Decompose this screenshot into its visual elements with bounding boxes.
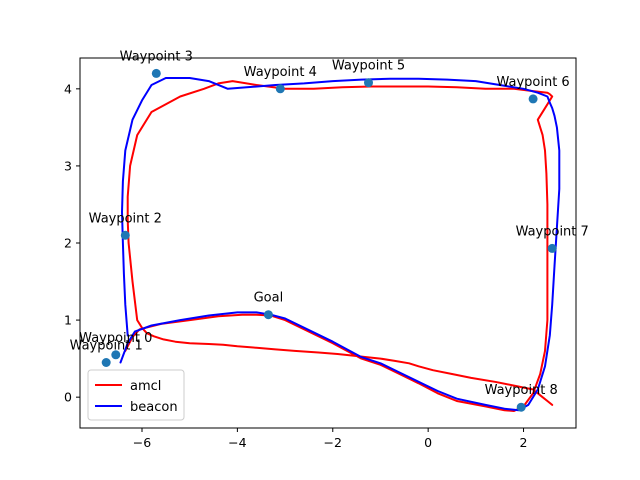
y-axis-ticks: 0 1 2 3 4 [64,81,80,405]
waypoint-marker [101,358,111,367]
waypoint-marker [151,68,161,78]
legend-label-amcl: amcl [130,379,161,394]
waypoint-marker [547,243,557,253]
legend: amcl beacon [87,369,185,421]
waypoint-label: Waypoint 7 [516,224,589,239]
waypoint-marker [528,94,538,104]
x-tick-label: 0 [424,435,432,450]
y-tick-label: 4 [64,81,72,96]
waypoint-marker [516,402,526,412]
waypoint-label: Waypoint 5 [332,59,405,74]
waypoint-label: Waypoint 4 [244,65,317,80]
waypoint-label: Waypoint 6 [496,75,569,90]
waypoint-marker [120,230,130,240]
waypoint-label: Goal [254,291,284,306]
x-tick-label: −2 [324,435,342,450]
waypoint-label: Waypoint 3 [120,49,193,64]
legend-label-beacon: beacon [130,400,178,415]
waypoint-markers [101,68,557,412]
waypoint-marker [364,78,373,88]
waypoint-label: Waypoint 0 [79,331,152,346]
y-tick-label: 0 [64,390,72,405]
y-tick-label: 1 [64,313,72,328]
waypoint-marker [111,350,121,360]
x-tick-label: −6 [133,435,151,450]
x-tick-label: −4 [228,435,246,450]
y-tick-label: 3 [64,158,72,173]
waypoint-marker [263,310,273,320]
waypoint-label: Waypoint 8 [485,383,558,398]
legend-box [87,369,185,421]
waypoint-label: Waypoint 1 [70,339,143,354]
series-line-amcl [124,80,554,412]
y-tick-label: 2 [64,236,72,251]
x-tick-label: 2 [520,435,528,450]
series-line-beacon [119,77,561,412]
waypoint-marker [275,84,285,94]
x-axis-ticks: −6 −4 −2 0 2 [133,428,528,450]
waypoint-label: Waypoint 2 [89,211,162,226]
series-layer [119,77,561,412]
